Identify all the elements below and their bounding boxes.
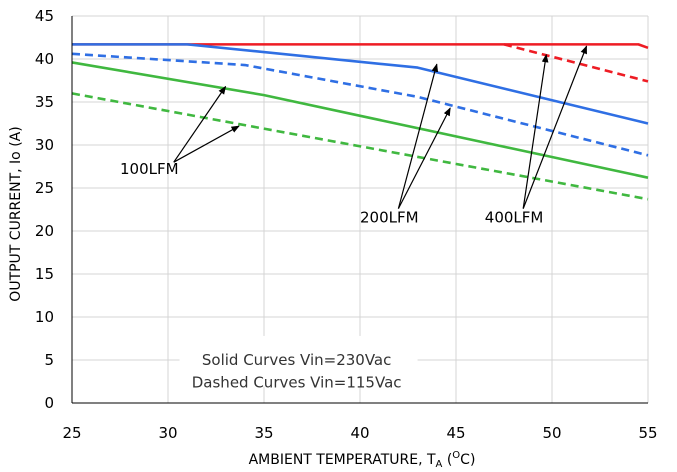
y-tick-label: 40 — [35, 50, 54, 68]
dashed-series-line — [503, 43, 649, 83]
solid-series-line — [72, 43, 649, 125]
dashed-series-line — [71, 92, 649, 201]
x-tick-label: 55 — [638, 424, 657, 442]
annotation-arrow — [522, 53, 549, 209]
y-tick-label: 30 — [35, 136, 54, 154]
y-tick-label: 45 — [35, 7, 54, 25]
airflow-label: 100LFM — [120, 160, 179, 178]
annotation-arrow — [397, 107, 451, 209]
y-tick-label: 10 — [35, 308, 54, 326]
y-tick-label: 5 — [44, 351, 54, 369]
y-tick-label: 35 — [35, 93, 54, 111]
annotation-arrow — [173, 85, 227, 163]
annotation-arrow — [397, 63, 439, 209]
solid-series-line — [72, 43, 649, 50]
annotation-arrow — [522, 45, 588, 209]
x-tick-label: 35 — [254, 424, 273, 442]
legend-note-line: Dashed Curves Vin=115Vac — [192, 373, 402, 391]
y-tick-label: 20 — [35, 222, 54, 240]
x-tick-label: 25 — [62, 424, 81, 442]
airflow-label: 400LFM — [485, 208, 544, 226]
x-tick-label: 30 — [158, 424, 177, 442]
y-tick-label: 15 — [35, 265, 54, 283]
y-tick-label: 0 — [44, 394, 54, 412]
x-tick-label: 45 — [446, 424, 465, 442]
dashed-series-line — [71, 52, 649, 157]
y-tick-label: 25 — [35, 179, 54, 197]
annotation-arrow — [173, 125, 240, 163]
x-tick-label: 40 — [350, 424, 369, 442]
solid-series-line — [71, 61, 649, 179]
x-tick-label: 50 — [542, 424, 561, 442]
legend-note-line: Solid Curves Vin=230Vac — [202, 351, 392, 369]
y-axis-title: OUTPUT CURRENT, Io (A) — [8, 126, 24, 301]
x-axis-title: AMBIENT TEMPERATURE, TA (OC) — [249, 450, 476, 470]
legend-note-box — [179, 335, 418, 387]
airflow-label: 200LFM — [360, 208, 419, 226]
